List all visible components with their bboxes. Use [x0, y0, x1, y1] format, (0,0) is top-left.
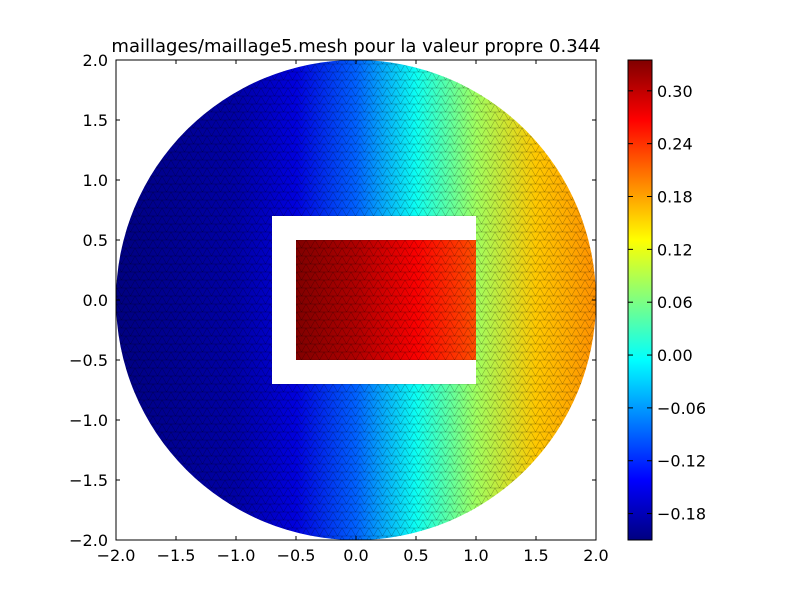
colorbar-tick-label: 0.18	[657, 188, 693, 207]
colorbar-tick-label: 0.24	[657, 135, 693, 154]
colorbar-fill	[628, 60, 652, 540]
y-tick-label: 1.5	[83, 111, 108, 130]
colorbar-tick-label: 0.00	[657, 346, 693, 365]
colorbar-axis: −0.18 −0.12 −0.06 0.00 0.06 0.12 0.18 0.24 0.30	[628, 82, 706, 524]
y-tick-label: −1.5	[69, 471, 108, 490]
mesh-lines-inner	[296, 240, 476, 360]
x-tick-label: 0.5	[403, 546, 428, 565]
x-axis: −2.0 −1.5 −1.0 −0.5 0.0 0.5 1.0 1.5 2.0	[97, 60, 609, 565]
y-tick-label: 2.0	[83, 51, 108, 70]
colorbar-tick-label: −0.06	[657, 399, 706, 418]
x-tick-label: −1.5	[157, 546, 196, 565]
y-tick-label: −1.0	[69, 411, 108, 430]
colorbar-tick-label: −0.18	[657, 505, 706, 524]
x-tick-label: 2.0	[583, 546, 608, 565]
colorbar-tick-label: −0.12	[657, 452, 706, 471]
y-tick-label: 0.5	[83, 231, 108, 250]
colorbar-frame	[627, 59, 653, 541]
y-axis: −2.0 −1.5 −1.0 −0.5 0.0 0.5 1.0 1.5 2.0	[69, 51, 596, 550]
chart-title: maillages/maillage5.mesh pour la valeur …	[111, 36, 600, 57]
colorbar-tick-label: 0.06	[657, 293, 693, 312]
plot-area	[116, 60, 596, 540]
colorbar-tick-label: 0.30	[657, 82, 693, 101]
y-tick-label: 1.0	[83, 171, 108, 190]
x-tick-label: −2.0	[97, 546, 136, 565]
x-tick-label: 1.5	[523, 546, 548, 565]
x-tick-label: −1.0	[217, 546, 256, 565]
y-tick-label: 0.0	[83, 291, 108, 310]
colorbar: −0.18 −0.12 −0.06 0.00 0.06 0.12 0.18 0.24 0.30	[627, 59, 706, 541]
colorbar-tick-label: 0.12	[657, 240, 693, 259]
x-tick-label: −0.5	[277, 546, 316, 565]
y-tick-label: −0.5	[69, 351, 108, 370]
x-tick-label: 1.0	[463, 546, 488, 565]
x-tick-label: 0.0	[343, 546, 368, 565]
y-tick-label: −2.0	[69, 531, 108, 550]
